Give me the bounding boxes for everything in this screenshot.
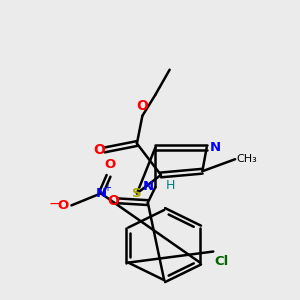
Text: N: N <box>210 141 221 154</box>
Text: +: + <box>103 183 112 193</box>
Text: O: O <box>94 143 106 157</box>
Text: S: S <box>132 187 142 200</box>
Text: N: N <box>95 187 106 200</box>
Text: N: N <box>143 180 154 194</box>
Text: CH₃: CH₃ <box>237 154 257 164</box>
Text: O: O <box>107 194 119 208</box>
Text: O: O <box>57 199 68 212</box>
Text: H: H <box>166 179 175 192</box>
Text: O: O <box>136 99 148 113</box>
Text: −: − <box>48 197 60 211</box>
Text: O: O <box>104 158 116 171</box>
Text: Cl: Cl <box>215 254 229 268</box>
